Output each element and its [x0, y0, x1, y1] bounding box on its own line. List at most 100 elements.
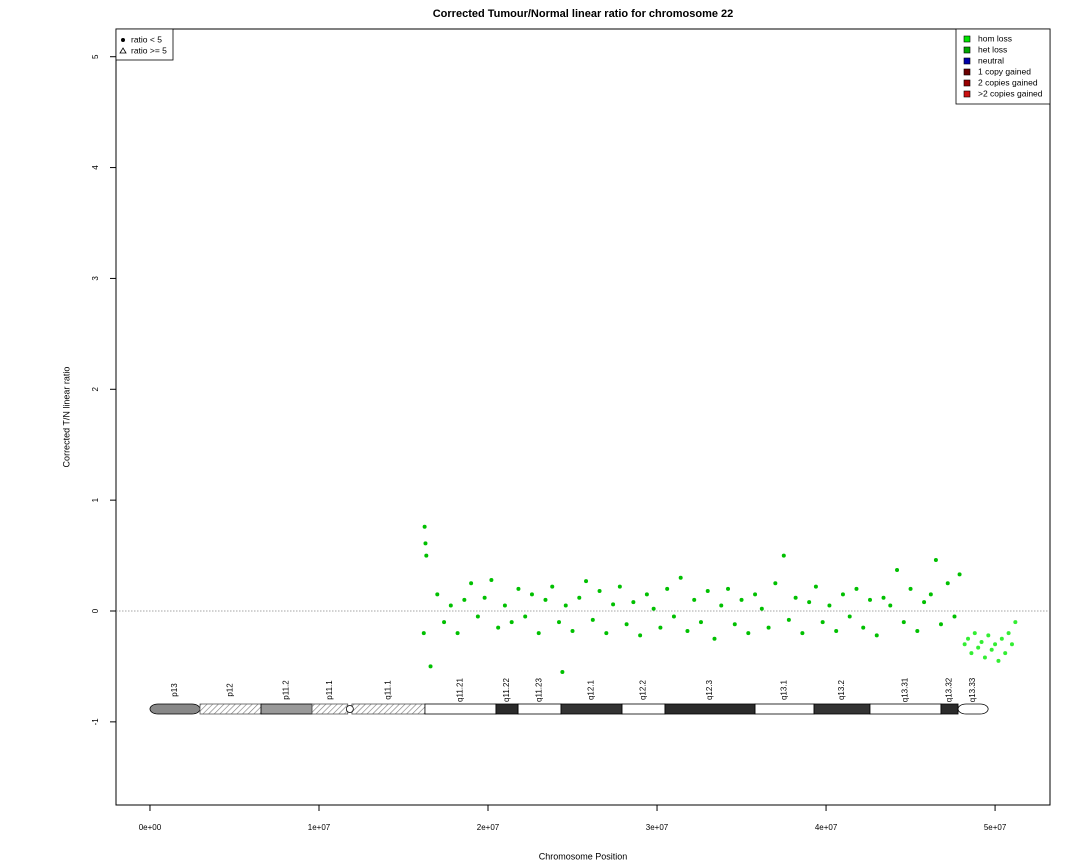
data-point [957, 572, 962, 577]
band-label: q11.23 [535, 678, 544, 702]
legend-label: 1 copy gained [978, 66, 1031, 76]
data-point [861, 625, 866, 630]
legend-swatch [963, 35, 971, 43]
data-point [536, 631, 541, 636]
data-point [658, 625, 663, 630]
y-tick-label: 0 [91, 608, 100, 613]
ideogram-band [517, 703, 562, 715]
data-point [624, 622, 629, 627]
data-point [631, 600, 636, 605]
data-point [462, 597, 467, 602]
data-point [482, 595, 487, 600]
data-point [570, 628, 575, 633]
data-point [597, 589, 602, 594]
x-tick-label: 1e+07 [308, 823, 331, 832]
data-point [933, 558, 938, 563]
data-point [1009, 642, 1014, 647]
data-point [867, 597, 872, 602]
data-point [502, 603, 507, 608]
data-point [428, 664, 433, 669]
data-point [726, 586, 731, 591]
band-label: q12.1 [587, 679, 596, 700]
band-label: p11.2 [282, 680, 291, 700]
legend-swatch [963, 79, 971, 87]
chart-title: Corrected Tumour/Normal linear ratio for… [433, 8, 734, 20]
data-point [496, 625, 501, 630]
data-point [982, 655, 987, 660]
ideogram-band [957, 703, 989, 715]
data-point [550, 584, 555, 589]
data-point [800, 631, 805, 636]
ideogram-band [869, 703, 942, 715]
data-point [560, 669, 565, 674]
y-tick-label: -1 [91, 718, 100, 726]
x-tick-label: 0e+00 [139, 823, 162, 832]
data-point [422, 524, 427, 529]
data-point [759, 606, 764, 611]
data-point [827, 603, 832, 608]
data-point [976, 645, 981, 650]
legend-label: ratio >= 5 [131, 45, 167, 55]
y-tick-label: 3 [91, 276, 100, 281]
data-point [847, 614, 852, 619]
data-point [692, 597, 697, 602]
ideogram-band [813, 703, 871, 715]
band-label: q12.2 [639, 679, 648, 700]
data-point [523, 614, 528, 619]
band-label: p13 [170, 683, 179, 697]
data-point [529, 592, 534, 597]
band-label: q13.1 [780, 679, 789, 700]
data-point [766, 625, 771, 630]
ideogram-band [260, 703, 313, 715]
legend-marker [121, 38, 125, 42]
ideogram-band [311, 703, 349, 715]
data-point [644, 592, 649, 597]
y-tick-label: 5 [91, 54, 100, 59]
legend-label: 2 copies gained [978, 77, 1038, 87]
data-point [793, 595, 798, 600]
data-point [604, 631, 609, 636]
x-tick-label: 3e+07 [646, 823, 669, 832]
ideogram-band [424, 703, 497, 715]
legend-swatch [963, 90, 971, 98]
centromere [345, 705, 354, 713]
data-point [820, 620, 825, 625]
data-point [685, 628, 690, 633]
ideogram-band [149, 703, 201, 715]
data-point [509, 620, 514, 625]
data-point [908, 586, 913, 591]
legend-swatch [963, 68, 971, 76]
data-point [962, 642, 967, 647]
data-point [611, 602, 616, 607]
data-point [617, 584, 622, 589]
data-point [895, 567, 900, 572]
data-point [922, 600, 927, 605]
legend-label: neutral [978, 55, 1004, 65]
legend-swatch [963, 57, 971, 65]
data-point [786, 617, 791, 622]
legend-box [955, 28, 1051, 105]
data-point [475, 614, 480, 619]
data-point [813, 584, 818, 589]
data-point [448, 603, 453, 608]
data-point [678, 575, 683, 580]
data-point [840, 592, 845, 597]
band-label: q11.22 [502, 678, 511, 702]
data-point [435, 592, 440, 597]
band-label: q13.2 [837, 679, 846, 700]
data-point [556, 620, 561, 625]
data-point [773, 581, 778, 586]
data-point [746, 631, 751, 636]
data-point [928, 592, 933, 597]
x-tick-label: 5e+07 [984, 823, 1007, 832]
data-point [489, 577, 494, 582]
data-point [979, 640, 984, 645]
data-point [705, 589, 710, 594]
ideogram-band [621, 703, 666, 715]
y-axis-label: Corrected T/N linear ratio [61, 367, 71, 468]
band-label: q13.31 [901, 677, 910, 702]
data-point [888, 603, 893, 608]
legend-label: hom loss [978, 33, 1012, 43]
data-point [671, 614, 676, 619]
